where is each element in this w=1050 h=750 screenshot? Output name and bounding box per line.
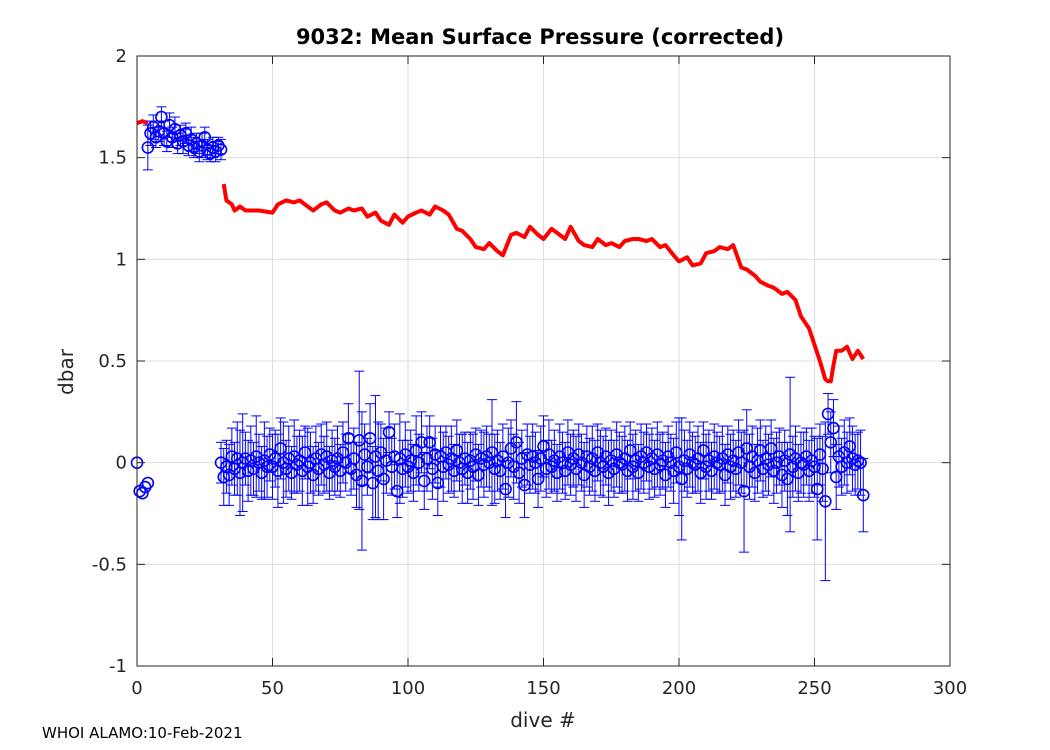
data-point bbox=[824, 411, 838, 474]
y-axis-label: dbar bbox=[54, 348, 78, 395]
data-point bbox=[214, 138, 228, 161]
y-tick-label: 2 bbox=[116, 46, 127, 67]
point-marker bbox=[499, 482, 512, 496]
data-point bbox=[499, 460, 512, 519]
point-marker bbox=[819, 494, 832, 508]
footer-credit: WHOI ALAMO:10-Feb-2021 bbox=[42, 724, 243, 742]
pressure-line bbox=[136, 119, 149, 125]
data-point bbox=[141, 476, 155, 490]
x-tick-label: 200 bbox=[662, 678, 696, 699]
data-point bbox=[531, 449, 545, 508]
data-point bbox=[426, 437, 439, 500]
y-tick-labels: -1 -0.5 0 0.5 1 1.5 2 bbox=[92, 46, 127, 677]
y-tick-label: -1 bbox=[109, 656, 127, 677]
line-series bbox=[136, 119, 865, 384]
x-axis-label: dive # bbox=[510, 708, 576, 732]
data-point bbox=[417, 452, 431, 510]
point-marker bbox=[816, 462, 829, 476]
x-tick-labels: 0 50 100 150 200 250 300 bbox=[131, 678, 967, 699]
x-tick-label: 150 bbox=[526, 678, 560, 699]
data-point bbox=[374, 423, 388, 482]
y-tick-label: 0.5 bbox=[98, 351, 127, 372]
data-point bbox=[634, 423, 648, 490]
point-marker bbox=[141, 476, 155, 490]
point-marker bbox=[214, 143, 228, 156]
data-point bbox=[382, 411, 396, 453]
data-point bbox=[816, 435, 829, 502]
point-marker bbox=[417, 474, 431, 488]
y-tick-label: -0.5 bbox=[92, 554, 127, 575]
y-tick-label: 0 bbox=[116, 453, 127, 474]
data-point bbox=[729, 439, 743, 498]
point-marker bbox=[155, 110, 168, 124]
axis-ticks bbox=[136, 55, 951, 667]
errorbar-series bbox=[130, 106, 870, 582]
point-marker bbox=[854, 456, 867, 469]
data-point bbox=[661, 425, 675, 488]
data-point bbox=[683, 421, 697, 488]
y-tick-label: 1.5 bbox=[98, 148, 127, 169]
data-point bbox=[819, 421, 832, 582]
data-point bbox=[735, 431, 748, 494]
pressure-line bbox=[221, 183, 865, 384]
x-tick-label: 50 bbox=[261, 678, 284, 699]
data-point bbox=[583, 437, 596, 496]
x-tick-label: 100 bbox=[391, 678, 425, 699]
x-tick-label: 0 bbox=[131, 678, 142, 699]
x-tick-label: 250 bbox=[797, 678, 831, 699]
data-point bbox=[512, 441, 526, 504]
y-tick-label: 1 bbox=[116, 249, 127, 270]
data-point bbox=[856, 458, 870, 533]
point-marker bbox=[824, 436, 838, 449]
point-marker bbox=[377, 472, 390, 486]
point-marker bbox=[856, 488, 870, 502]
point-marker bbox=[531, 472, 545, 486]
chart-title: 9032: Mean Surface Pressure (corrected) bbox=[296, 25, 784, 49]
x-tick-label: 300 bbox=[933, 678, 967, 699]
